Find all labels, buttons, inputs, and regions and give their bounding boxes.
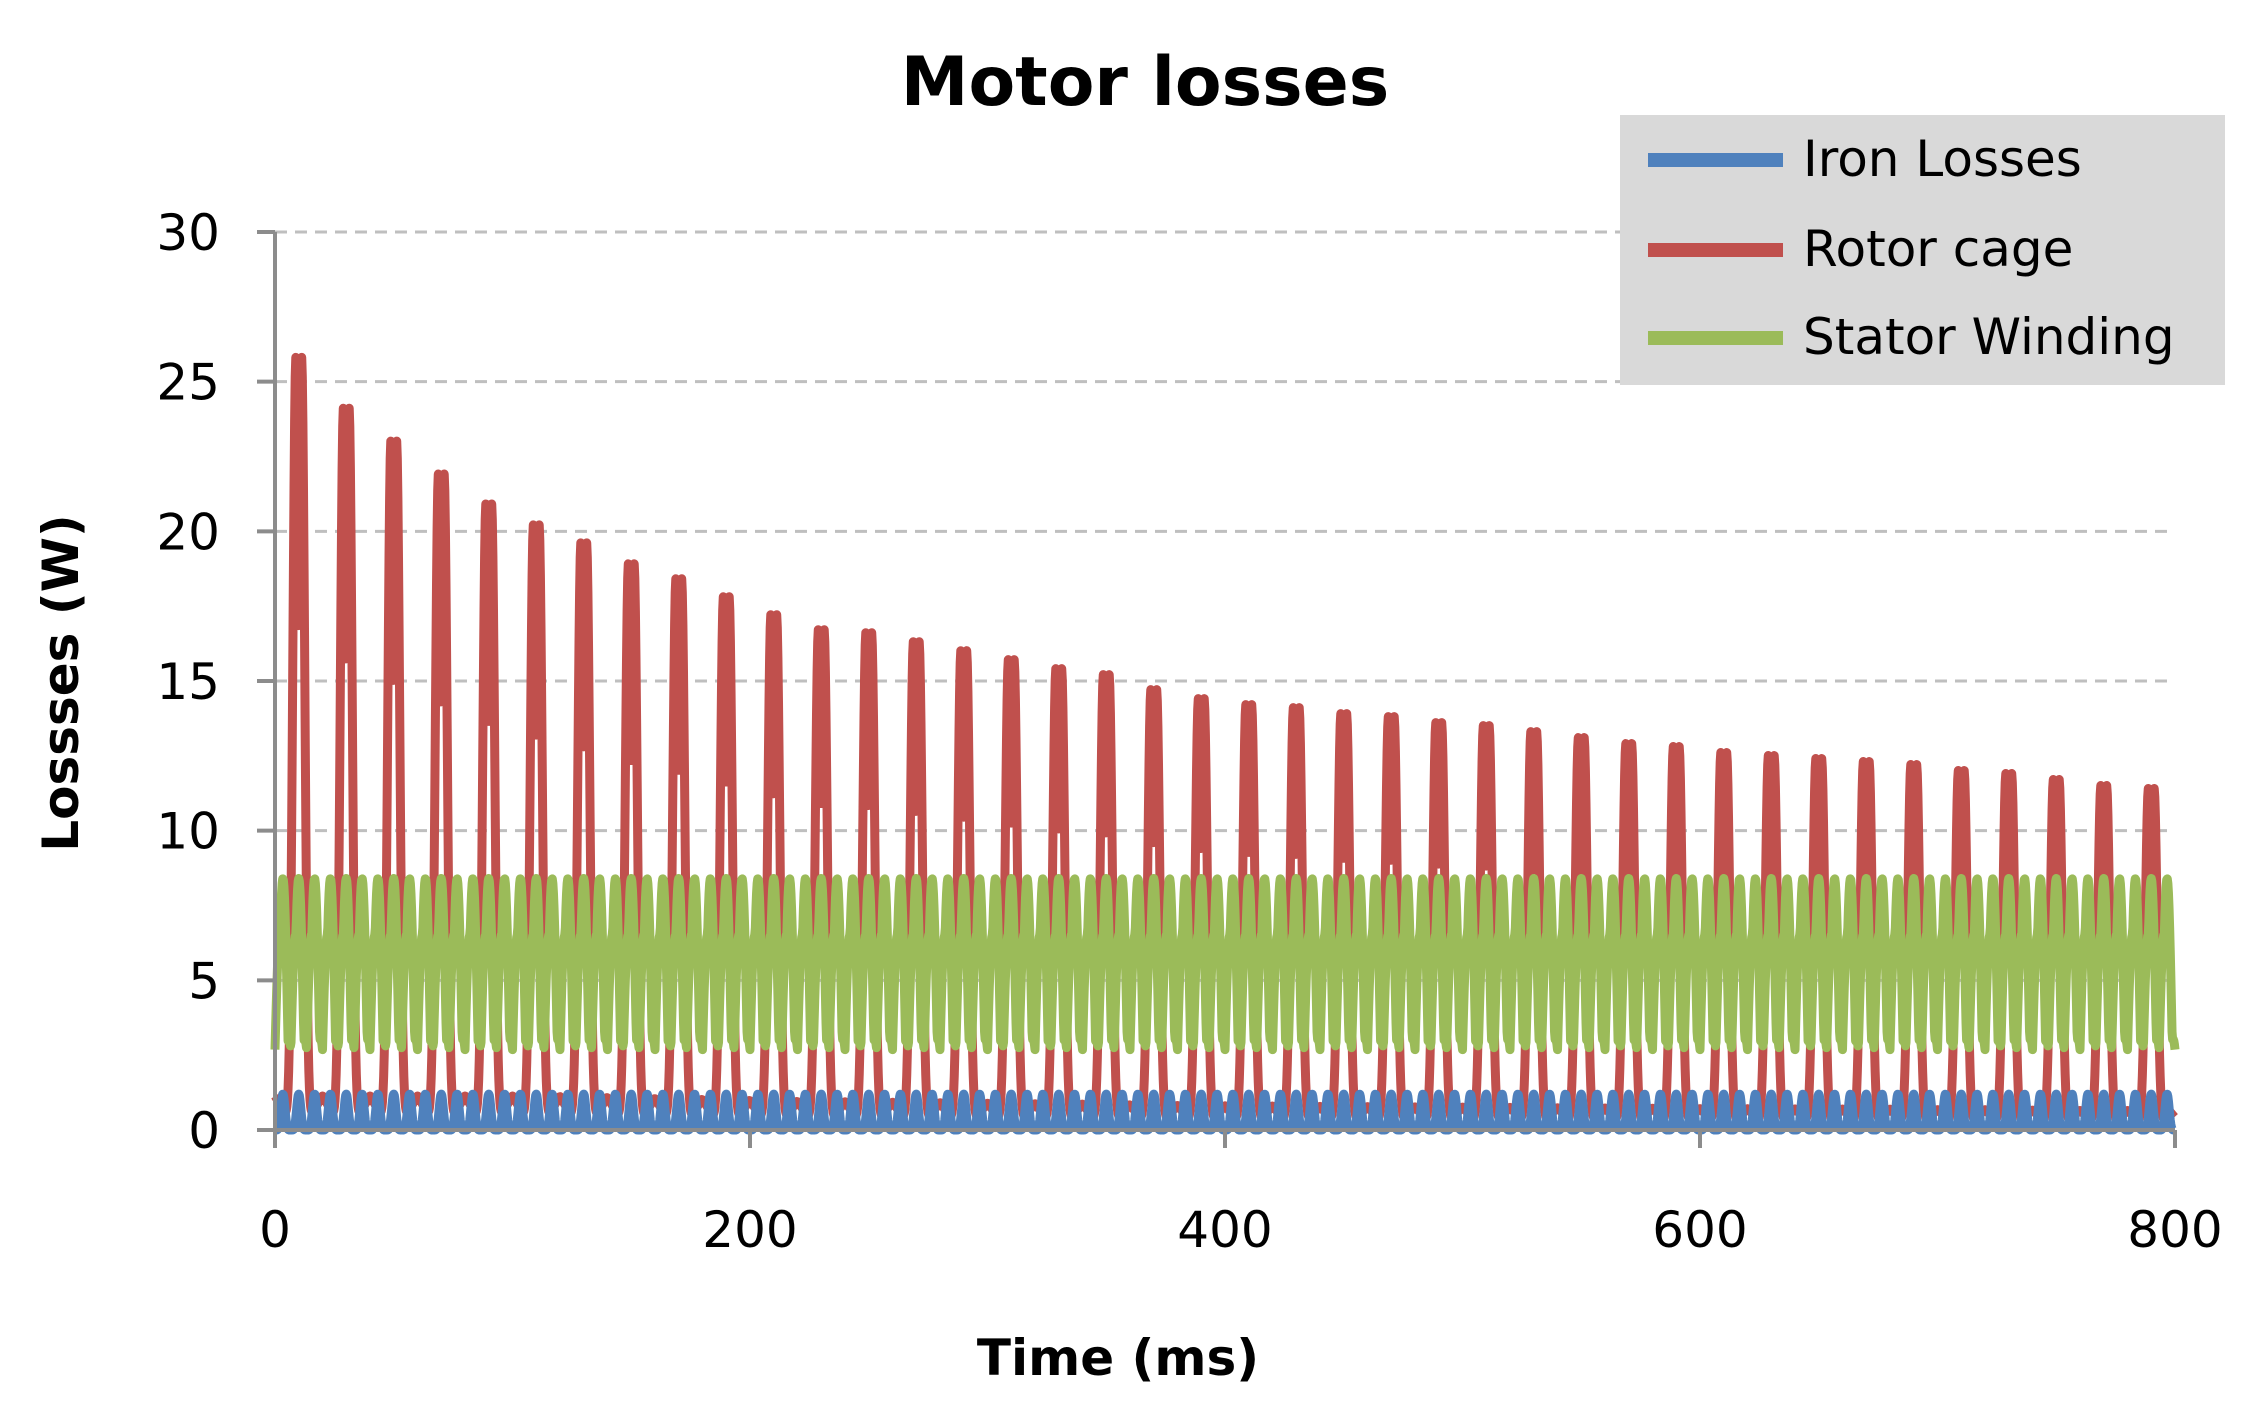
rotor-peak-point — [915, 641, 917, 643]
rotor-peak-point — [1295, 707, 1297, 709]
rotor-peak-point — [488, 503, 490, 505]
y-tick-label: 25 — [156, 354, 220, 412]
rotor-peak-point — [1058, 668, 1060, 670]
rotor-peak-point — [1390, 716, 1392, 718]
series-line-stator-winding — [270, 874, 2180, 1055]
rotor-peak-point — [1628, 743, 1630, 745]
rotor-peak-point — [2103, 785, 2105, 787]
y-tick-label: 10 — [156, 803, 220, 861]
rotor-peak-point — [1865, 761, 1867, 763]
legend-item-stator-winding: Stator Winding — [1648, 308, 2175, 366]
rotor-peak-point — [1770, 755, 1772, 757]
tick-labels: 0 5 10 15 20 25 30 0 200 400 600 800 — [156, 204, 2222, 1259]
rotor-peak-point — [1200, 698, 1202, 700]
rotor-peak-point — [1010, 659, 1012, 661]
rotor-peak-point — [2150, 788, 2152, 790]
rotor-peak-point — [2008, 773, 2010, 775]
x-tick-label: 0 — [259, 1201, 291, 1259]
x-tick-label: 200 — [702, 1201, 797, 1259]
rotor-peak-point — [1153, 689, 1155, 691]
rotor-peak-point — [1723, 752, 1725, 754]
rotor-peak-point — [1818, 758, 1820, 760]
rotor-peak-point — [1485, 725, 1487, 727]
rotor-peak-point — [298, 357, 300, 359]
rotor-peak-point — [583, 542, 585, 544]
rotor-peak-point — [393, 441, 395, 443]
y-tick-label: 15 — [156, 653, 220, 711]
x-tick-label: 600 — [1652, 1201, 1747, 1259]
legend-label-iron-losses: Iron Losses — [1803, 130, 2082, 188]
legend-label-stator-winding: Stator Winding — [1803, 308, 2175, 366]
rotor-peak-point — [345, 408, 347, 410]
rotor-peak-point — [725, 596, 727, 598]
rotor-peak-point — [1533, 731, 1535, 733]
rotor-peak-point — [1105, 674, 1107, 676]
rotor-peak-point — [1438, 722, 1440, 724]
series-layer — [270, 352, 2180, 1135]
y-tick-label: 20 — [156, 503, 220, 561]
x-tick-label: 400 — [1177, 1201, 1272, 1259]
chart-title: Motor losses — [901, 43, 1389, 122]
rotor-peak-point — [1580, 737, 1582, 739]
rotor-peak-point — [1960, 770, 1962, 772]
rotor-peak-point — [2055, 779, 2057, 781]
y-axis-label: Lossses (W) — [32, 514, 90, 851]
y-tick-label: 30 — [156, 204, 220, 262]
legend-label-rotor-cage: Rotor cage — [1803, 220, 2073, 278]
rotor-peak-point — [630, 563, 632, 565]
rotor-peak-point — [963, 650, 965, 652]
rotor-peak-point — [868, 632, 870, 634]
legend-item-rotor-cage: Rotor cage — [1648, 220, 2073, 278]
rotor-peak-point — [1675, 746, 1677, 748]
x-axis-label: Time (ms) — [977, 1329, 1259, 1387]
legend-item-iron-losses: Iron Losses — [1648, 130, 2082, 188]
rotor-peak-point — [820, 629, 822, 631]
rotor-peak-point — [1913, 764, 1915, 766]
rotor-peak-point — [1248, 704, 1250, 706]
rotor-peak-point — [535, 524, 537, 526]
y-tick-label: 5 — [188, 952, 220, 1010]
legend: Iron Losses Rotor cage Stator Winding — [1620, 115, 2225, 385]
y-tick-label: 0 — [188, 1102, 220, 1160]
rotor-peak-point — [773, 614, 775, 616]
rotor-peak-point — [440, 473, 442, 475]
rotor-peak-point — [678, 578, 680, 580]
rotor-peak-point — [1343, 713, 1345, 715]
x-tick-label: 800 — [2127, 1201, 2222, 1259]
